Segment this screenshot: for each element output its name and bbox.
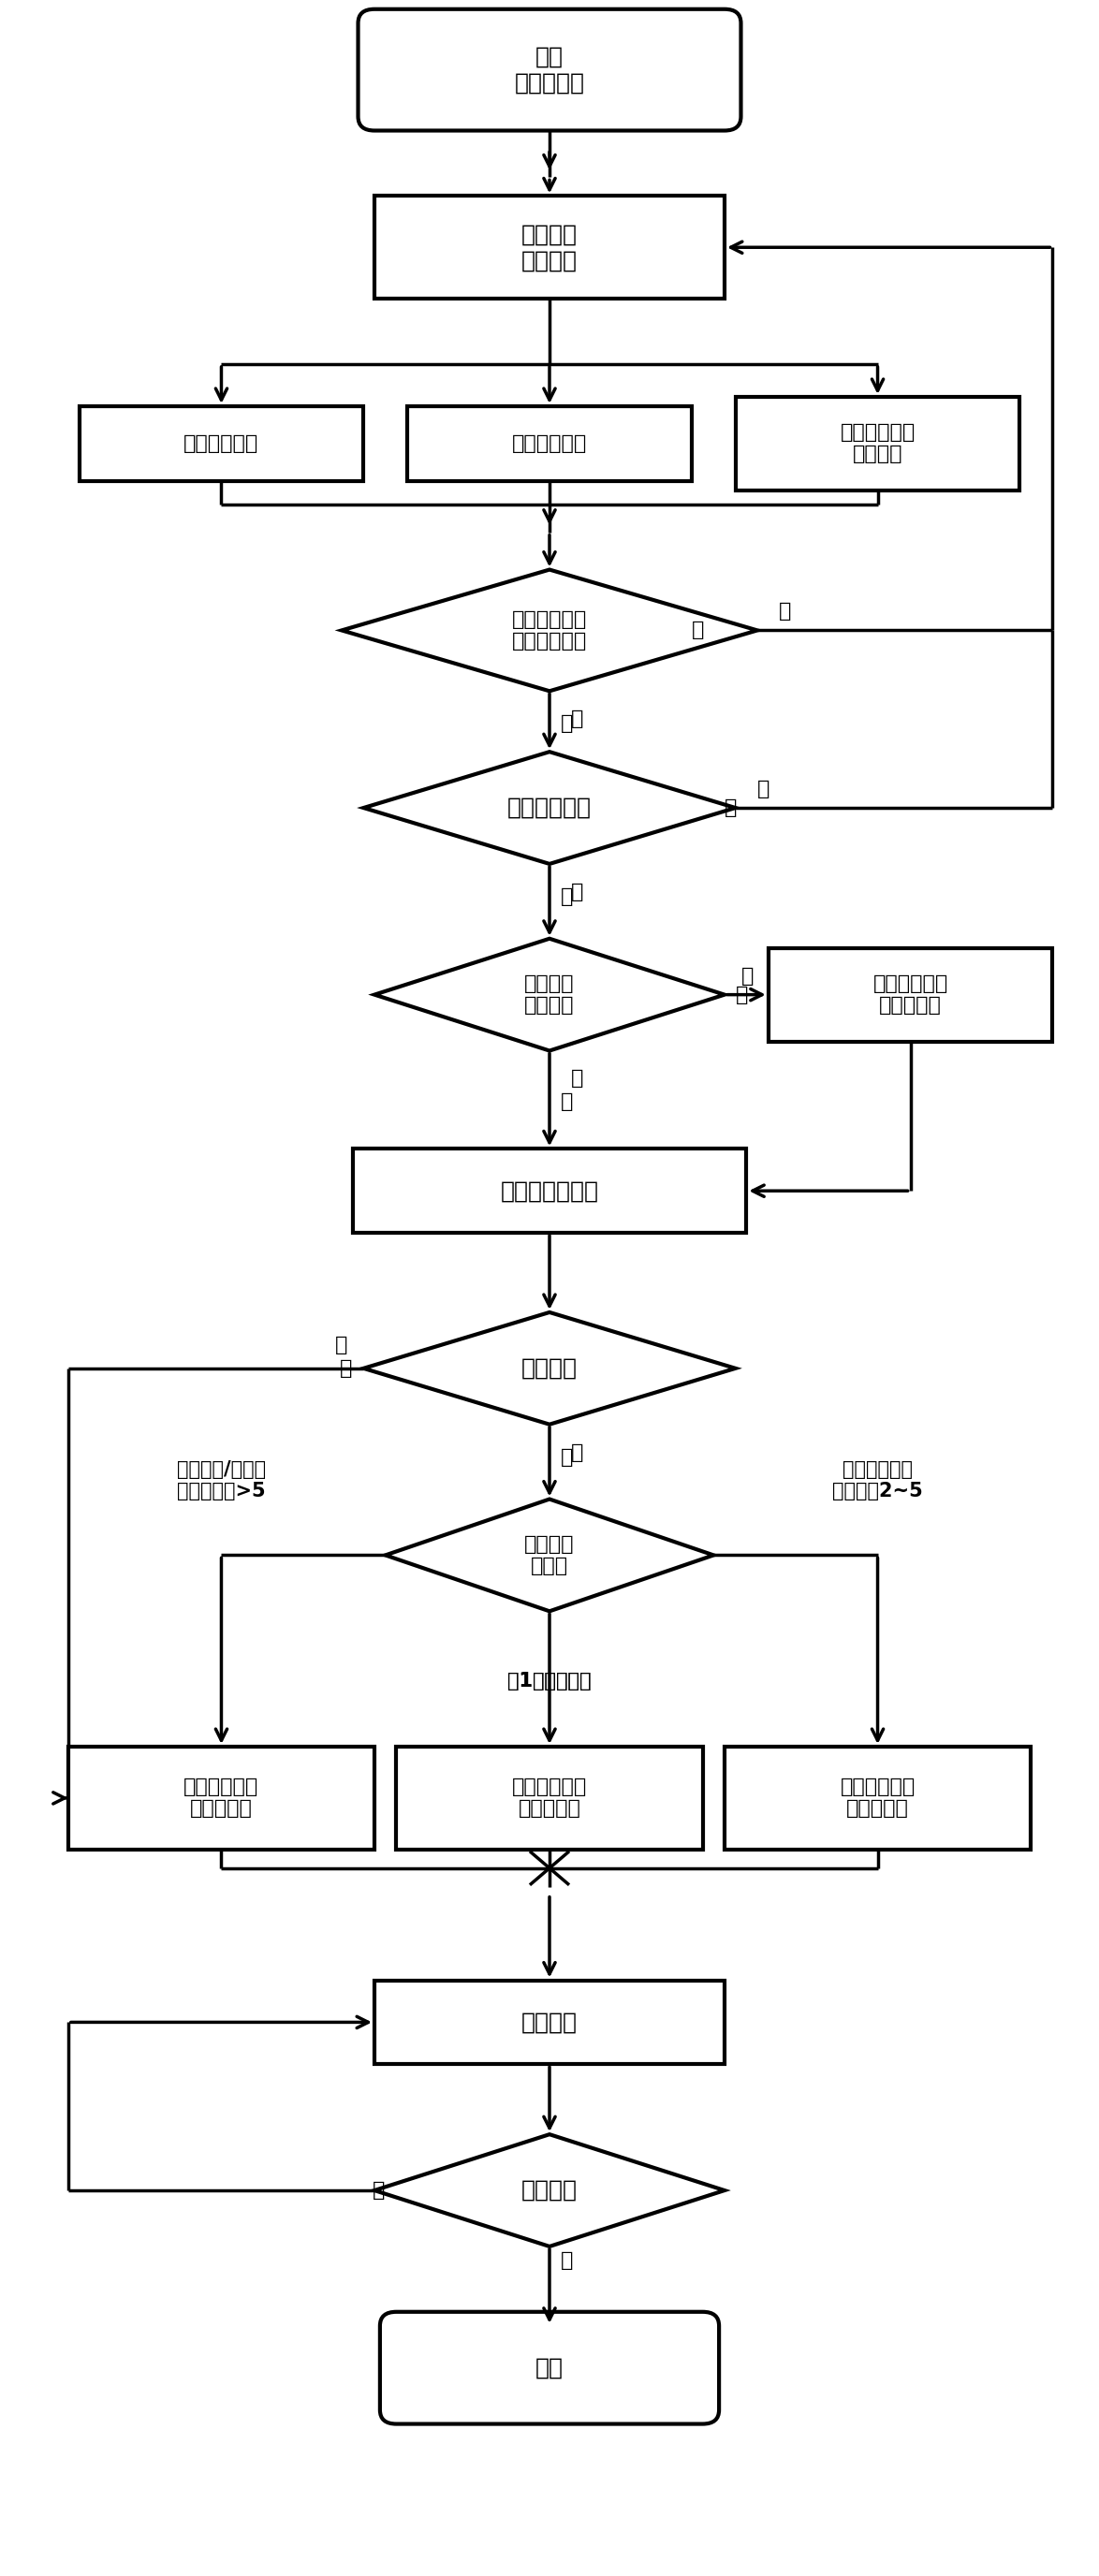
Text: 分配调度时隙
选择簇头: 分配调度时隙 选择簇头 — [840, 422, 915, 464]
Bar — [724, 1747, 1031, 1850]
Polygon shape — [342, 569, 757, 690]
Text: 否: 否 — [334, 1334, 347, 1355]
Text: 仅1个单播业务: 仅1个单播业务 — [508, 1672, 591, 1690]
Text: 建立网络拓扑: 建立网络拓扑 — [512, 435, 587, 453]
Text: 是: 是 — [691, 621, 704, 639]
Text: 否: 否 — [724, 799, 737, 817]
Bar — [768, 948, 1053, 1041]
Bar — [68, 1747, 375, 1850]
FancyBboxPatch shape — [380, 2311, 719, 2424]
Text: 是: 是 — [571, 1443, 584, 1461]
Text: 否: 否 — [741, 966, 754, 987]
Text: 否: 否 — [735, 984, 748, 1005]
Text: 是: 是 — [560, 1448, 573, 1466]
Text: 跳频同步
节点入网: 跳频同步 节点入网 — [521, 224, 578, 270]
Text: 时隙按照在网
节点数均分: 时隙按照在网 节点数均分 — [184, 1777, 259, 1819]
Text: 是: 是 — [560, 886, 573, 907]
Bar — [408, 407, 691, 482]
Text: 业务传输: 业务传输 — [521, 2012, 578, 2032]
Text: 业务类型
与数量: 业务类型 与数量 — [524, 1535, 575, 1577]
Text: 是: 是 — [560, 1092, 573, 1110]
Text: 否: 否 — [571, 711, 584, 729]
Polygon shape — [375, 2136, 724, 2246]
Text: 是: 是 — [571, 1069, 584, 1087]
Polygon shape — [375, 938, 724, 1051]
Text: 是否簇头: 是否簇头 — [521, 1358, 578, 1381]
Text: 关机: 关机 — [535, 2357, 564, 2380]
Bar — [79, 407, 364, 482]
Text: 否: 否 — [757, 781, 769, 799]
Text: 否: 否 — [340, 1360, 353, 1378]
Text: 仅1个单播业务: 仅1个单播业务 — [508, 1672, 591, 1690]
Bar — [397, 1747, 702, 1850]
Text: 开机
初始化参数: 开机 初始化参数 — [514, 46, 585, 95]
Text: 时隙按需调度
（不复用）: 时隙按需调度 （不复用） — [840, 1777, 915, 1819]
Text: 目的节点
是子网内: 目的节点 是子网内 — [524, 974, 575, 1015]
Text: 自动网关选择: 自动网关选择 — [184, 435, 259, 453]
Text: 是否接收到其
它节点的业务: 是否接收到其 它节点的业务 — [512, 611, 587, 652]
Bar — [353, 1149, 746, 1234]
Polygon shape — [364, 1311, 735, 1425]
Bar — [735, 397, 1020, 489]
Text: 修改网内目的
节点为网关: 修改网内目的 节点为网关 — [873, 974, 948, 1015]
Polygon shape — [386, 1499, 713, 1610]
Text: 是: 是 — [779, 603, 791, 621]
Bar — [375, 196, 724, 299]
Text: 业务发送需求: 业务发送需求 — [508, 796, 591, 819]
Bar — [375, 1981, 724, 2063]
Text: 时隙按需调度
（可复用）: 时隙按需调度 （可复用） — [512, 1777, 587, 1819]
Text: 是: 是 — [560, 2251, 573, 2269]
Text: 否: 否 — [373, 2182, 386, 2200]
Text: 是: 是 — [571, 884, 584, 902]
FancyBboxPatch shape — [358, 10, 741, 131]
Text: 否: 否 — [560, 714, 573, 734]
Polygon shape — [364, 752, 735, 863]
Text: 仅单播业务，
且数量为2~5: 仅单播业务， 且数量为2~5 — [832, 1461, 923, 1502]
Text: 业务结束: 业务结束 — [521, 2179, 578, 2202]
Text: 存在组播/广播，
或单播业务>5: 存在组播/广播， 或单播业务>5 — [177, 1461, 266, 1502]
Text: 自适应路由选择: 自适应路由选择 — [500, 1180, 599, 1203]
